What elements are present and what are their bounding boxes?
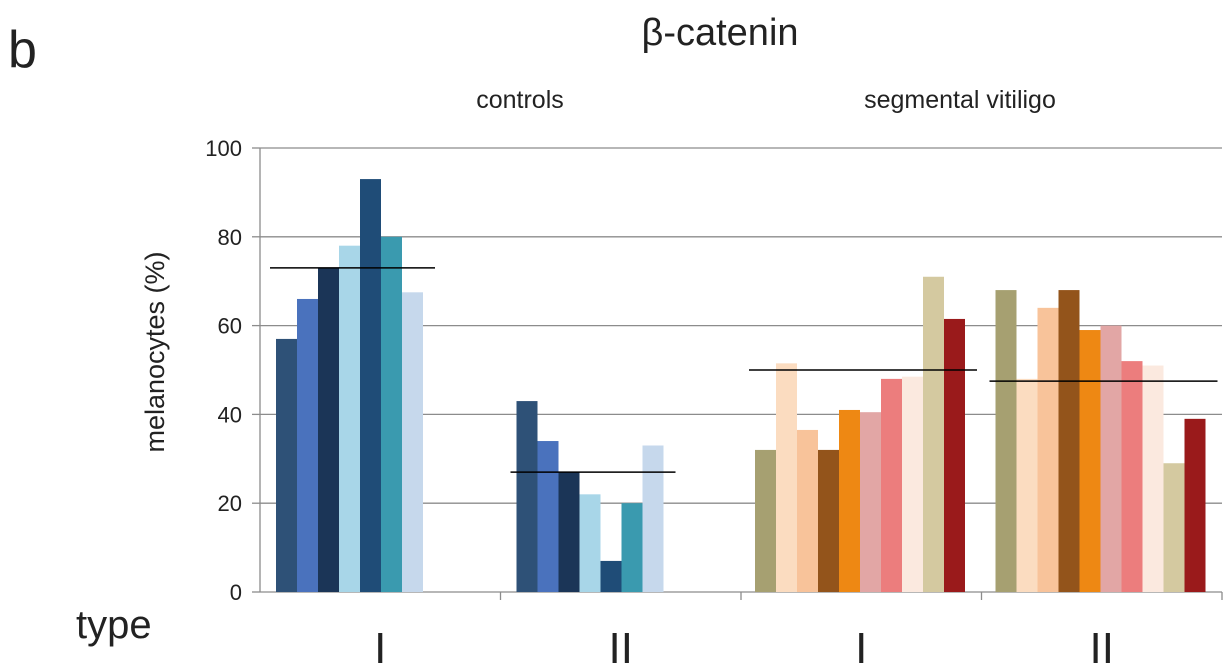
bar bbox=[944, 318, 965, 592]
y-tick-label: 80 bbox=[218, 225, 242, 250]
bar bbox=[360, 179, 381, 592]
bar bbox=[818, 449, 839, 592]
bar bbox=[297, 298, 318, 592]
bar bbox=[881, 378, 902, 592]
bar bbox=[402, 292, 423, 592]
bar bbox=[1142, 365, 1164, 592]
type-axis-label: type bbox=[76, 603, 152, 647]
bar bbox=[621, 503, 643, 592]
y-tick-label: 100 bbox=[205, 136, 242, 161]
bar bbox=[600, 560, 622, 592]
category-label: I bbox=[374, 624, 386, 669]
category-label: II bbox=[609, 624, 633, 669]
category-label: II bbox=[1090, 624, 1114, 669]
bar bbox=[1100, 325, 1122, 592]
bar bbox=[923, 276, 944, 592]
bar bbox=[1163, 463, 1185, 592]
group-label-segmental-vitiligo: segmental vitiligo bbox=[864, 86, 1056, 114]
bar bbox=[318, 267, 339, 592]
bar bbox=[276, 338, 297, 592]
bar bbox=[995, 290, 1017, 592]
bar bbox=[1121, 361, 1143, 592]
bar bbox=[579, 494, 601, 592]
bar bbox=[1079, 330, 1101, 592]
bar bbox=[797, 429, 818, 592]
bar bbox=[558, 472, 580, 592]
chart-title: β-catenin bbox=[641, 12, 799, 54]
y-tick-label: 20 bbox=[218, 491, 242, 516]
bar bbox=[1016, 378, 1038, 592]
bar bbox=[339, 245, 360, 592]
y-tick-label: 0 bbox=[230, 580, 242, 605]
bar bbox=[860, 412, 881, 592]
group-label-controls: controls bbox=[476, 86, 564, 114]
bar bbox=[537, 441, 559, 592]
y-axis-label: melanocytes (%) bbox=[140, 251, 170, 452]
bar bbox=[902, 376, 923, 592]
bar bbox=[839, 409, 860, 592]
bar bbox=[642, 445, 664, 592]
bar bbox=[755, 449, 776, 592]
category-label: I bbox=[855, 624, 867, 669]
bar bbox=[516, 401, 538, 592]
bar bbox=[381, 236, 402, 593]
bar bbox=[1037, 307, 1059, 592]
y-tick-label: 40 bbox=[218, 402, 242, 427]
bar bbox=[1058, 290, 1080, 592]
bar bbox=[1184, 418, 1206, 592]
bar bbox=[776, 363, 797, 592]
panel-letter: b bbox=[8, 21, 37, 79]
y-tick-label: 60 bbox=[218, 314, 242, 339]
